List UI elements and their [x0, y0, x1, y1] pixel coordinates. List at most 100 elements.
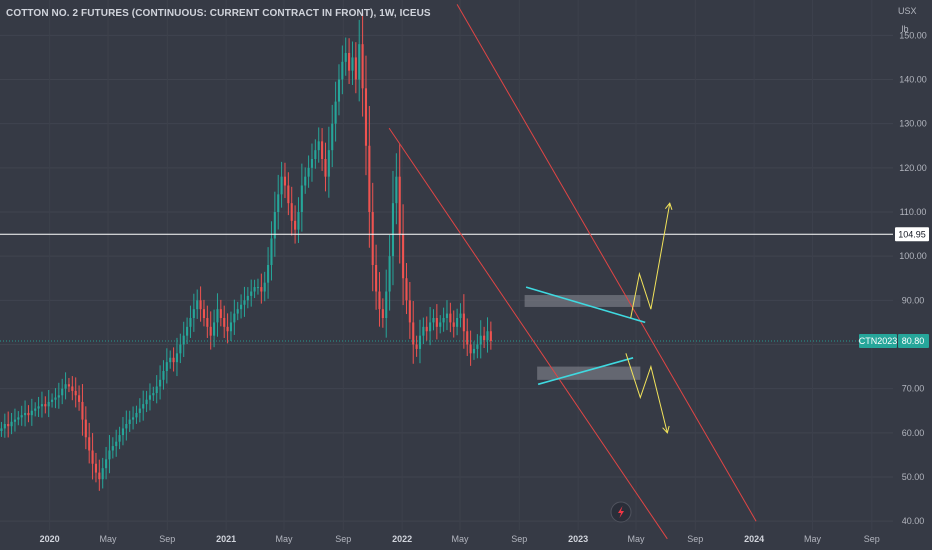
candle-body	[236, 309, 239, 314]
candle-body	[165, 362, 168, 371]
x-tick-label: 2020	[40, 534, 60, 544]
x-tick-label: May	[451, 534, 469, 544]
candle-body	[105, 459, 108, 469]
candle-body	[300, 185, 303, 212]
candle-body	[13, 419, 16, 422]
candle-body	[273, 212, 276, 239]
candle-body	[115, 441, 118, 447]
candle-body	[489, 331, 492, 341]
trend-lines	[0, 4, 893, 540]
candle-body	[199, 300, 202, 310]
candle-body	[466, 331, 469, 345]
candle-body	[121, 428, 125, 436]
y-tick-label: 110.00	[900, 207, 927, 217]
x-tick-label: May	[627, 534, 645, 544]
candle-body	[334, 101, 337, 124]
candle-body	[375, 265, 378, 292]
candle-body	[483, 335, 486, 341]
candle-body	[462, 313, 465, 332]
candle-body	[98, 472, 101, 480]
candle-body	[64, 384, 67, 389]
candle-body	[415, 344, 418, 349]
candle-body	[317, 141, 320, 151]
x-tick-label: Sep	[159, 534, 175, 544]
candle-body	[310, 159, 314, 168]
x-tick-label: May	[275, 534, 293, 544]
candle-body	[361, 44, 364, 89]
triangle-upper-line	[525, 286, 646, 324]
candle-body	[388, 256, 391, 292]
candle-body	[398, 176, 401, 235]
x-tick-label: Sep	[335, 534, 351, 544]
candle-body	[84, 419, 87, 438]
x-tick-label: May	[804, 534, 822, 544]
candle-body	[341, 61, 344, 80]
candle-body	[405, 278, 408, 301]
candle-body	[331, 123, 334, 151]
current-price-label: 80.80	[902, 336, 925, 346]
candle-body	[429, 322, 432, 332]
candle-body	[378, 291, 381, 310]
candle-body	[47, 401, 50, 407]
chart-title: COTTON NO. 2 FUTURES (CONTINUOUS: CURREN…	[6, 8, 431, 19]
candle-body	[402, 234, 405, 279]
candle-body	[321, 141, 324, 159]
candle-body	[337, 79, 341, 102]
candle-body	[422, 326, 425, 336]
candle-body	[472, 348, 476, 354]
candle-body	[307, 167, 310, 177]
candle-body	[368, 145, 371, 212]
candle-body	[189, 318, 192, 327]
consolidation-zones	[524, 295, 641, 380]
candle-body	[37, 406, 40, 409]
candle-body	[159, 379, 162, 387]
candle-body	[229, 322, 233, 332]
candle-body	[304, 176, 307, 186]
grid	[0, 0, 893, 530]
candle-body	[152, 393, 155, 396]
current-price-badge	[898, 333, 929, 348]
candle-body	[175, 353, 179, 363]
candle-body	[54, 397, 57, 400]
candle-body	[155, 386, 158, 394]
candle-body	[314, 150, 317, 159]
candle-body	[192, 309, 195, 318]
candle-body	[148, 395, 152, 400]
candle-body	[132, 417, 135, 420]
candle-body	[452, 322, 455, 327]
quantity-unit: lb	[901, 24, 909, 34]
x-tick-label: 2024	[744, 534, 764, 544]
candle-body	[294, 220, 297, 230]
candle-body	[250, 291, 253, 296]
channel-upper-line	[456, 4, 757, 522]
candle-body	[351, 57, 354, 71]
candle-body	[128, 419, 131, 424]
candlesticks	[0, 12, 492, 491]
candle-body	[408, 300, 411, 323]
replay-button[interactable]	[610, 501, 632, 523]
candle-body	[135, 412, 138, 418]
y-tick-label: 90.00	[902, 295, 925, 305]
candle-body	[78, 395, 81, 402]
candle-body	[24, 412, 27, 416]
candle-body	[111, 446, 114, 451]
candle-body	[17, 417, 20, 420]
candle-body	[202, 309, 206, 318]
candle-body	[344, 53, 347, 62]
candle-body	[476, 344, 479, 349]
y-tick-label: 100.00	[899, 251, 927, 261]
candle-body	[138, 408, 141, 413]
y-tick-label: 50.00	[902, 472, 925, 482]
candle-body	[20, 415, 23, 418]
channel-lower-line	[388, 127, 668, 540]
candle-body	[486, 331, 489, 341]
candle-body	[7, 424, 10, 427]
arrowhead-up	[664, 202, 673, 210]
candle-body	[169, 357, 172, 363]
candle-body	[280, 176, 283, 195]
candle-body	[216, 309, 219, 323]
currency-unit: USX	[898, 6, 917, 16]
candle-body	[108, 450, 111, 460]
candle-body	[125, 424, 128, 429]
